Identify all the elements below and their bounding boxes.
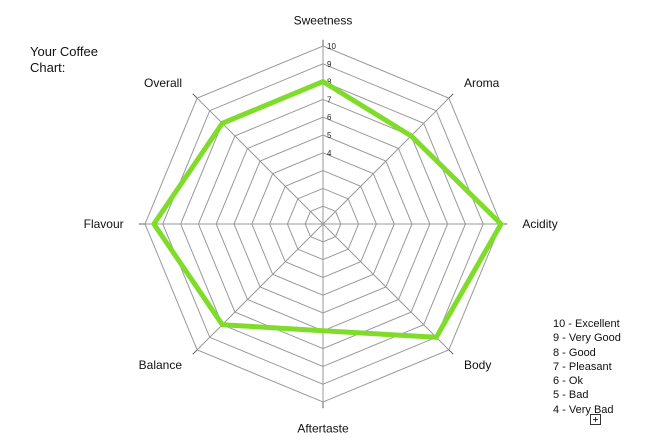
legend-item: 5 - Bad bbox=[553, 389, 589, 402]
axis-label: Overall bbox=[144, 76, 182, 90]
rating-legend: 10 - Excellent 9 - Very Good 8 - Good 7 … bbox=[553, 317, 621, 417]
data-point bbox=[434, 335, 439, 340]
axis-tick bbox=[448, 93, 454, 99]
axis-spoke bbox=[322, 223, 450, 351]
axis-label: Aftertaste bbox=[297, 421, 349, 435]
tick-label: 6 bbox=[327, 113, 332, 122]
axis-tick bbox=[192, 93, 198, 99]
data-point bbox=[409, 133, 414, 138]
tick-label: 9 bbox=[327, 60, 332, 69]
tick-label: 5 bbox=[327, 131, 332, 140]
data-point bbox=[151, 222, 156, 226]
data-point bbox=[499, 222, 503, 226]
data-point bbox=[220, 322, 225, 327]
tick-label: 4 bbox=[327, 149, 332, 158]
axis-tick bbox=[448, 349, 454, 355]
tick-label: 8 bbox=[327, 78, 332, 87]
legend-item: 7 - Pleasant bbox=[553, 360, 612, 373]
axis-tick bbox=[192, 349, 198, 355]
axis-label: Body bbox=[464, 358, 491, 372]
legend-item: 6 - Ok bbox=[553, 375, 583, 388]
axis-label: Flavour bbox=[84, 217, 124, 231]
axis-label: Acidity bbox=[522, 217, 557, 231]
legend-item: 4 - Very Bad bbox=[553, 403, 614, 416]
chart-title: Your Coffee Chart: bbox=[30, 44, 98, 75]
tick-label: 7 bbox=[327, 95, 332, 104]
data-point bbox=[321, 328, 325, 333]
expand-handle[interactable] bbox=[590, 414, 601, 425]
legend-item: 8 - Good bbox=[553, 346, 596, 359]
axis-spoke bbox=[322, 97, 450, 225]
data-point bbox=[321, 79, 325, 84]
axis-label: Sweetness bbox=[294, 14, 353, 28]
axis-spoke bbox=[196, 223, 324, 351]
legend-item: 10 - Excellent bbox=[553, 318, 620, 330]
axis-label: Aroma bbox=[464, 76, 500, 90]
data-point bbox=[220, 121, 225, 126]
axis-spoke bbox=[196, 97, 324, 225]
legend-item: 9 - Very Good bbox=[553, 332, 621, 345]
tick-label: 10 bbox=[327, 42, 336, 51]
axis-label: Balance bbox=[139, 358, 183, 372]
